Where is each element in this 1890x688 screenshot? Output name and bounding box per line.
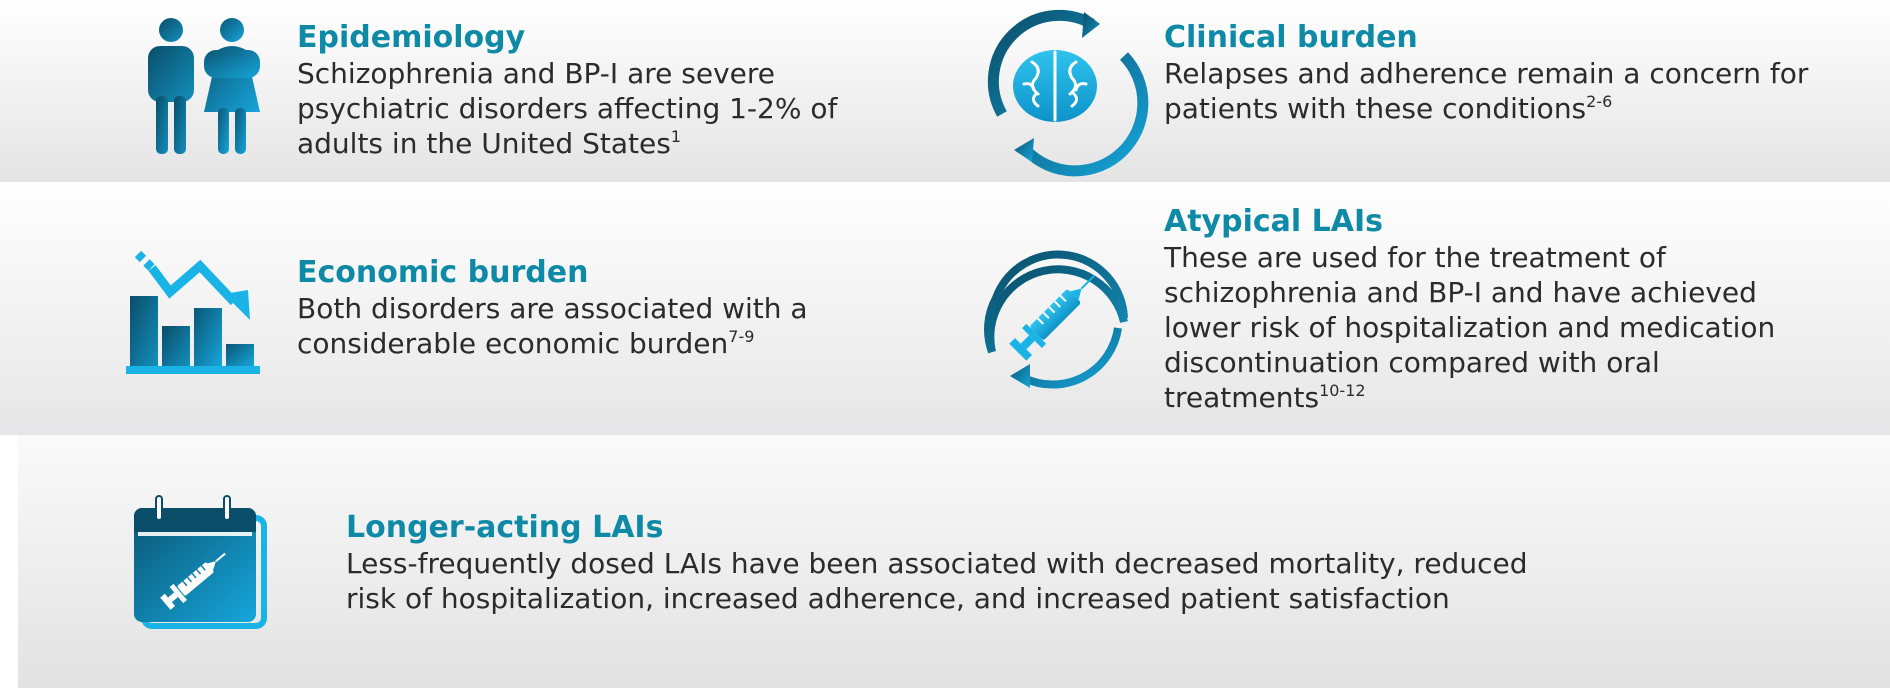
band-bottom: [18, 435, 1890, 688]
card-text-line: patients with these conditions2-6: [1164, 91, 1613, 125]
declining-bar-chart-icon: [124, 250, 264, 376]
card-text-line: These are used for the treatment of: [1164, 241, 1666, 274]
card-text-line: Less-frequently dosed LAIs have been ass…: [346, 547, 1528, 580]
brain-cycle-icon: [980, 9, 1149, 177]
card-text-line: Schizophrenia and BP-I are severe: [297, 57, 775, 90]
card-title: Clinical burden: [1164, 20, 1418, 55]
reference-superscript: 7-9: [728, 326, 755, 346]
syringe-cycle-icon: [980, 238, 1132, 390]
card-text-line: schizophrenia and BP-I and have achieved: [1164, 276, 1757, 309]
band-top: [0, 0, 1890, 182]
card-title: Economic burden: [297, 255, 589, 290]
reference-superscript: 10-12: [1319, 380, 1366, 400]
reference-superscript: 1: [670, 126, 681, 146]
card-text-line: discontinuation compared with oral: [1164, 346, 1660, 379]
reference-superscript: 2-6: [1586, 91, 1613, 111]
card-text-line: treatments10-12: [1164, 380, 1366, 414]
calendar-syringe-icon: [134, 495, 270, 632]
card-text-line: Relapses and adherence remain a concern …: [1164, 57, 1809, 90]
card-text-line: Both disorders are associated with a: [297, 292, 808, 325]
band-middle: [0, 182, 1890, 435]
card-text-line: lower risk of hospitalization and medica…: [1164, 311, 1776, 344]
card-text-line: risk of hospitalization, increased adher…: [346, 582, 1450, 615]
card-title: Atypical LAIs: [1164, 204, 1383, 239]
people-icon: [144, 16, 264, 156]
card-economic-burden: Economic burden Both disorders are assoc…: [297, 255, 808, 361]
card-title: Epidemiology: [297, 20, 526, 55]
card-epidemiology: Epidemiology Schizophrenia and BP-I are …: [297, 20, 837, 161]
card-clinical-burden: Clinical burden Relapses and adherence r…: [1164, 20, 1808, 126]
card-longer-acting-lais: Longer-acting LAIs Less-frequently dosed…: [346, 510, 1527, 616]
card-text-line: considerable economic burden7-9: [297, 326, 755, 360]
card-text-line: psychiatric disorders affecting 1-2% of: [297, 92, 838, 125]
card-atypical-lais: Atypical LAIs These are used for the tre…: [1164, 204, 1775, 415]
card-title: Longer-acting LAIs: [346, 510, 664, 545]
card-text-line: adults in the United States1: [297, 126, 681, 160]
